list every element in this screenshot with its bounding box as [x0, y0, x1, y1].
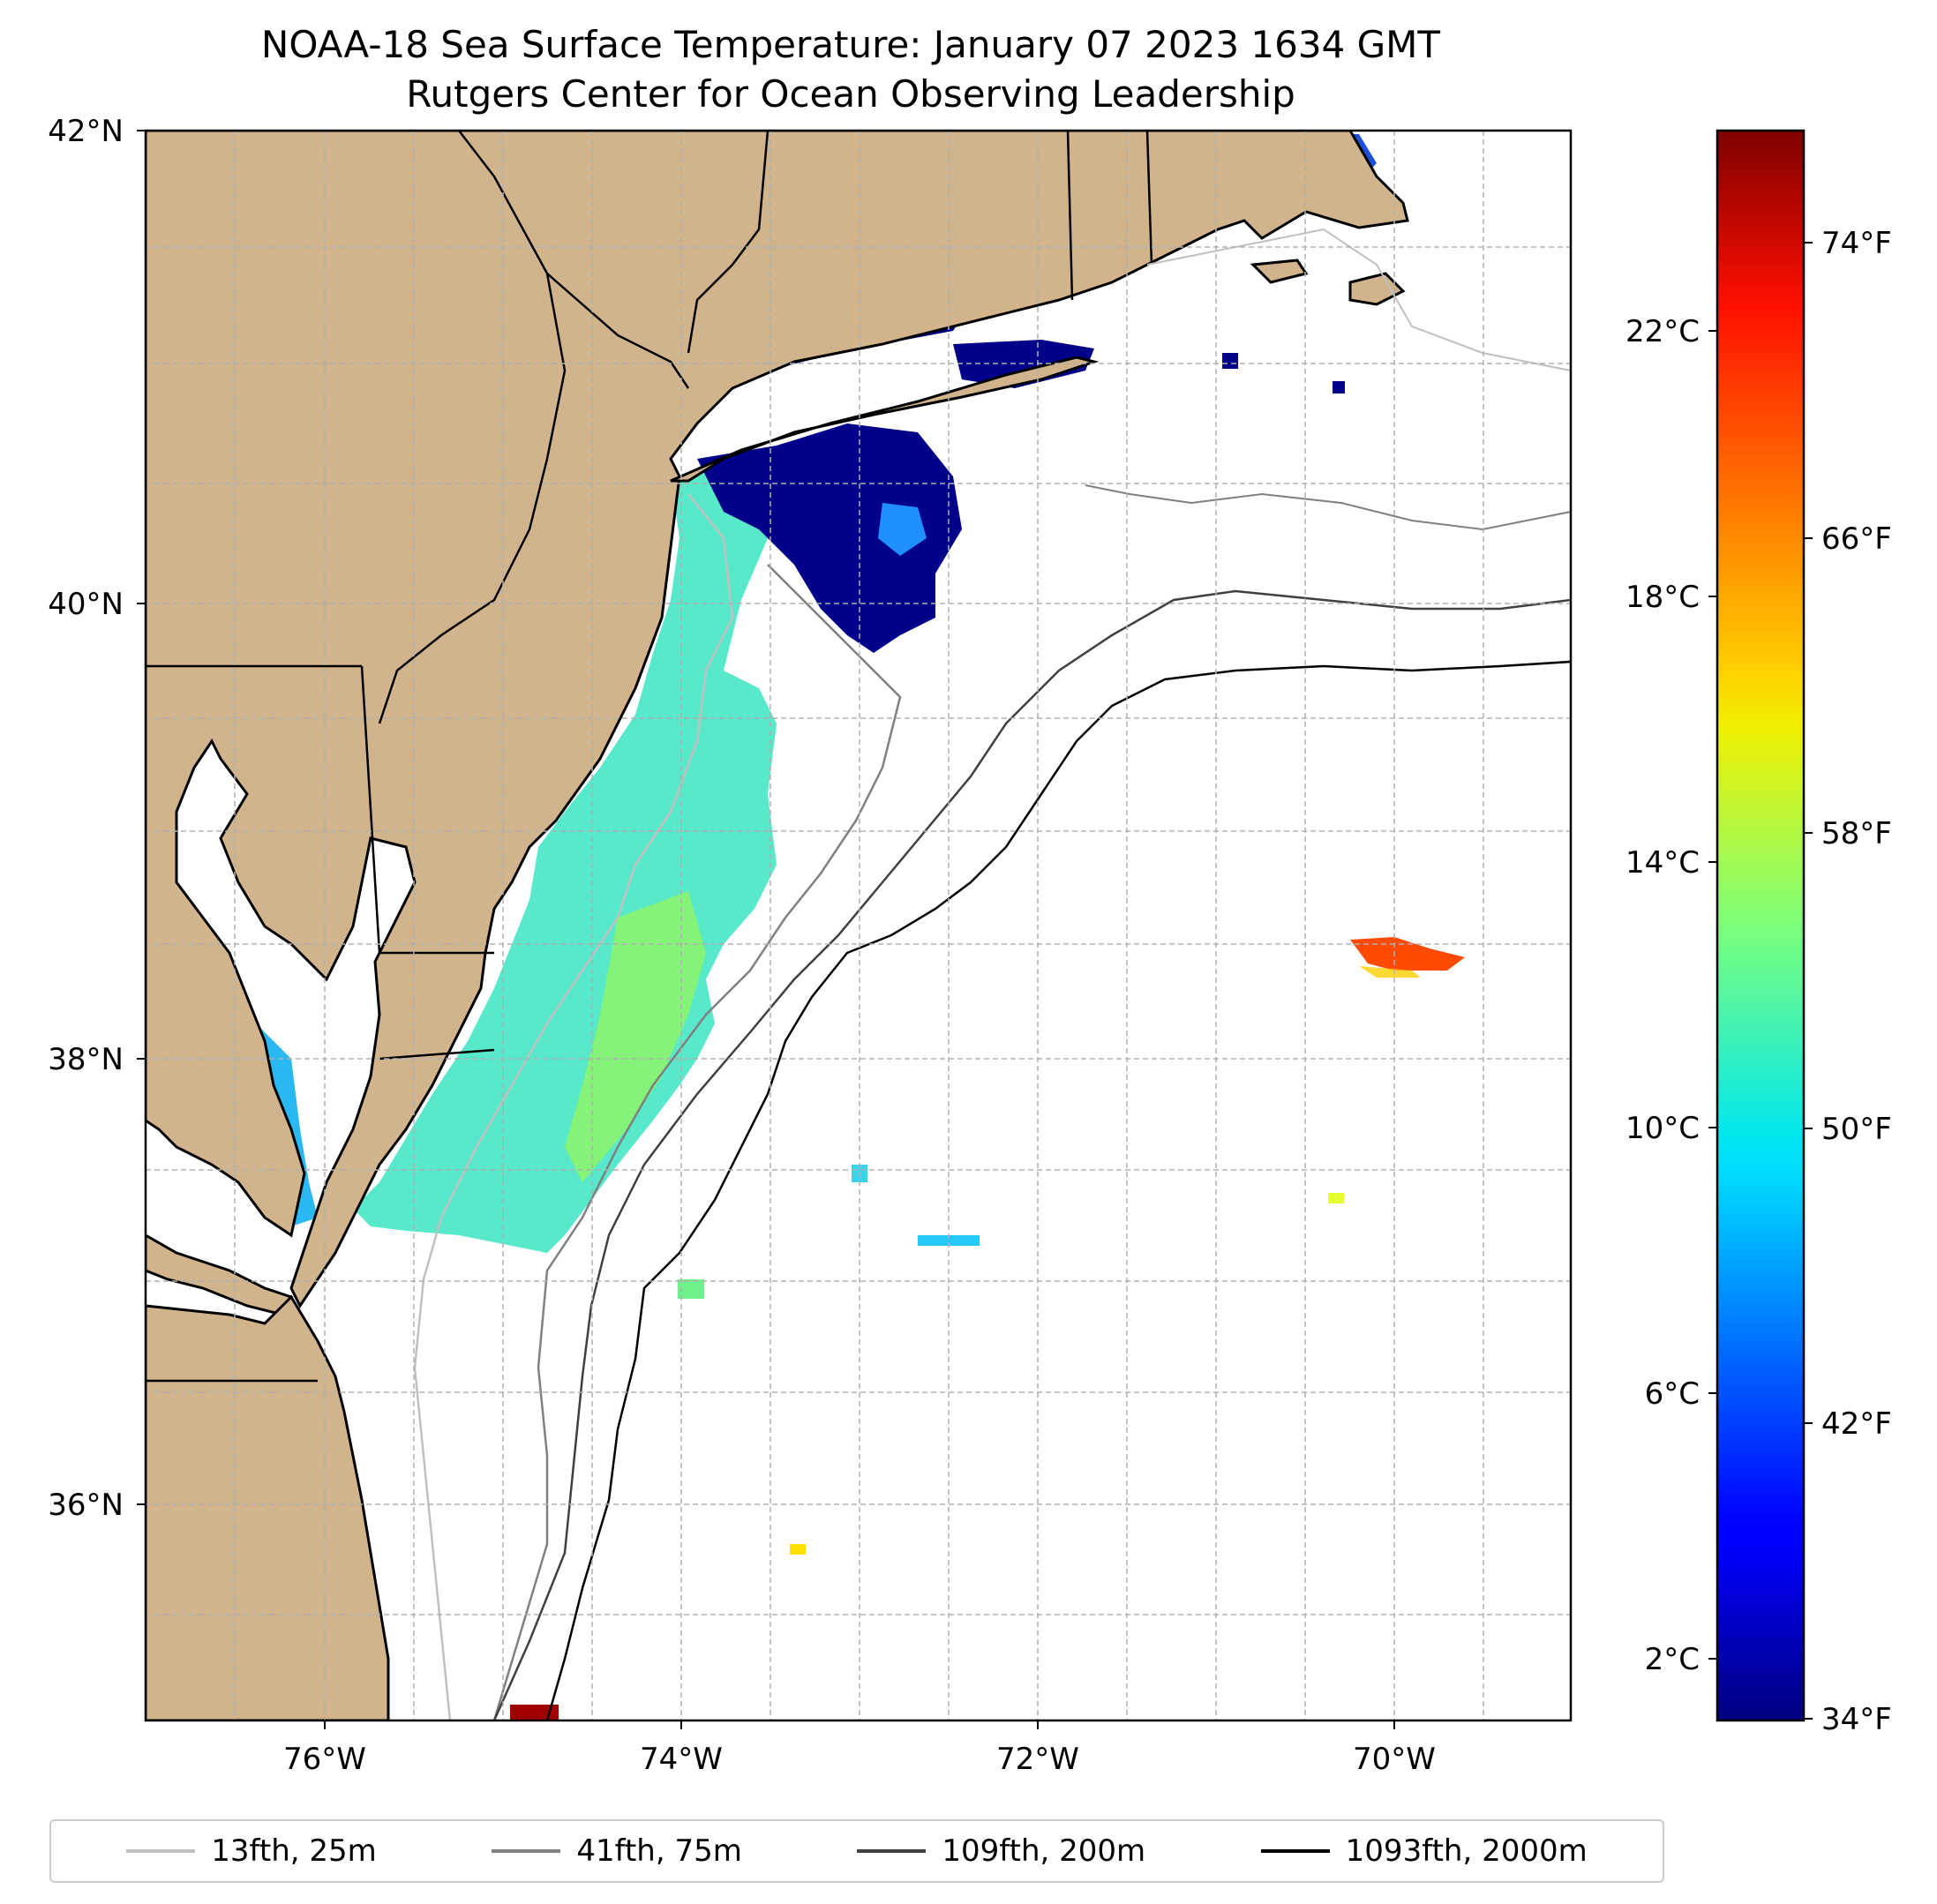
bathymetry-contours [413, 228, 1571, 1720]
sst-patch-3 [678, 1279, 704, 1299]
lon-label-70: 70°W [1353, 1742, 1436, 1777]
sst-warm-eddy-edge [1359, 966, 1421, 978]
colorbar-c-22: 22°C [1625, 314, 1700, 349]
lon-axis: 76°W 74°W 72°W 70°W [283, 1720, 1436, 1777]
border-ri [1145, 131, 1153, 266]
land-northeast [146, 131, 1409, 1308]
depth-legend: 13fth, 25m 41fth, 75m 109fth, 200m 1093f… [49, 1819, 1664, 1883]
colorbar-f-66: 66°F [1821, 521, 1892, 557]
border-ma-ct [1066, 131, 1074, 301]
colorbar-gradient [1716, 129, 1806, 1722]
lat-label-38: 38°N [48, 1042, 124, 1077]
legend-label-200m: 109fth, 200m [942, 1833, 1146, 1869]
colorbar-c-10: 10°C [1625, 1111, 1700, 1146]
lon-label-74: 74°W [640, 1742, 723, 1777]
colorbar-c-18: 18°C [1625, 580, 1700, 615]
sst-patch-5 [790, 1544, 806, 1555]
colorbar-f-34: 34°F [1821, 1702, 1892, 1737]
land-layer [146, 131, 1409, 1720]
legend-item-200m: 109fth, 200m [857, 1833, 1145, 1869]
colorbar: 22°C 18°C 14°C 10°C 6°C 2°C 74°F 66°F 58… [1625, 129, 1892, 1737]
colorbar-f-74: 74°F [1821, 226, 1892, 261]
lat-label-42: 42°N [48, 114, 124, 149]
contour-25m [413, 493, 734, 1720]
border-ct-ny [757, 131, 770, 230]
legend-swatch-200m [857, 1849, 927, 1853]
colorbar-f-50: 50°F [1821, 1112, 1892, 1147]
legend-item-2000m: 1093fth, 2000m [1260, 1833, 1588, 1869]
colorbar-c-14: 14°C [1625, 845, 1700, 881]
legend-label-2000m: 1093fth, 2000m [1345, 1833, 1588, 1869]
sst-patch-4 [1328, 1193, 1344, 1203]
border-ny-pa [458, 131, 690, 389]
title-line-1: NOAA-18 Sea Surface Temperature: January… [261, 23, 1441, 66]
sst-patch-9 [1333, 381, 1345, 394]
legend-label-25m: 13fth, 25m [211, 1833, 377, 1869]
legend-swatch-25m [126, 1849, 196, 1853]
sst-ny-bight-patch [878, 503, 927, 556]
legend-item-25m: 13fth, 25m [126, 1833, 377, 1869]
land-virginia-nc [146, 1294, 390, 1720]
border-pa-nj [378, 273, 567, 724]
land-long-island [670, 356, 1100, 483]
legend-swatch-2000m [1260, 1849, 1330, 1853]
lat-label-36: 36°N [48, 1488, 124, 1523]
land-nantucket [1348, 272, 1406, 306]
map-area [146, 131, 1571, 1720]
border-va-md [379, 1048, 495, 1061]
sst-patch-6 [510, 1705, 559, 1720]
contour-75m-ne [1085, 484, 1571, 531]
land-marthas-vineyard [1250, 259, 1309, 284]
lon-label-72: 72°W [996, 1742, 1079, 1777]
legend-item-75m: 41fth, 75m [492, 1833, 742, 1869]
legend-label-75m: 41fth, 75m [576, 1833, 742, 1869]
contour-75m [492, 564, 902, 1720]
map-frame [144, 129, 1573, 1722]
graticule [146, 131, 1571, 1720]
border-md-de [360, 665, 494, 955]
contour-2000m [545, 660, 1571, 1720]
colorbar-c-2: 2°C [1645, 1642, 1700, 1677]
lon-label-76: 76°W [283, 1742, 366, 1777]
title-line-2: Rutgers Center for Ocean Observing Leade… [406, 72, 1295, 116]
sst-ny-bight-cold [697, 424, 962, 653]
contour-200m [492, 589, 1571, 1720]
legend-swatch-75m [492, 1849, 561, 1853]
sst-warm-eddy [1350, 937, 1465, 971]
sst-patch-8 [1222, 353, 1238, 369]
sst-warm-shelf [565, 891, 706, 1182]
lat-axis: 42°N 40°N 38°N 36°N [48, 114, 146, 1523]
lat-label-40: 40°N [48, 587, 124, 622]
colorbar-f-58: 58°F [1821, 816, 1892, 851]
colorbar-c-6: 6°C [1645, 1376, 1700, 1412]
colorbar-f-42: 42°F [1821, 1406, 1892, 1442]
sst-patch-1 [918, 1235, 980, 1246]
